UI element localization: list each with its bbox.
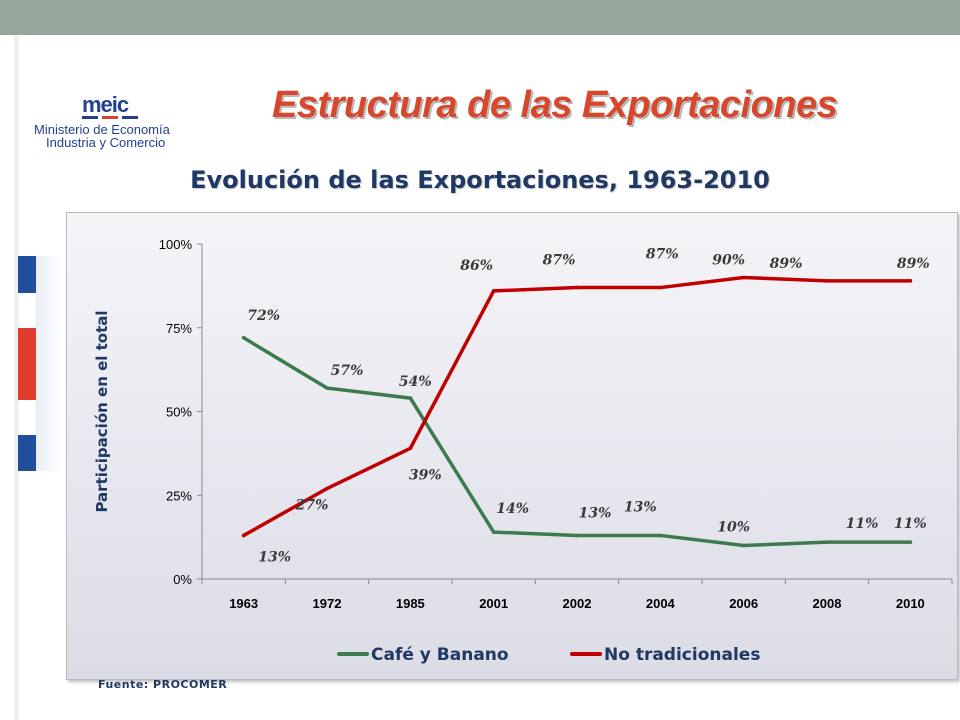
meic-logo: meic Ministerio de Economía Industria y …	[34, 92, 214, 152]
data-point	[241, 336, 246, 340]
x-tick-label: 1972	[313, 596, 342, 611]
flag-fade	[36, 256, 62, 471]
chart-data-labels: 72% 57% 54% 14% 13% 13% 10% 11% 11% 13% 27% 39% 86% 8…	[247, 247, 929, 566]
data-point	[325, 386, 329, 390]
x-tick-label: 1963	[229, 596, 258, 611]
data-label: 13%	[624, 499, 657, 515]
x-tick-label: 2006	[729, 596, 758, 611]
x-tick-label: 2010	[896, 596, 925, 611]
left-stripe	[14, 35, 19, 720]
x-tick-label: 2002	[563, 596, 592, 611]
data-point	[741, 275, 746, 280]
page-title: Estructura de las Exportaciones	[272, 84, 838, 126]
logo-ministry-line: Ministerio de Economía	[34, 122, 170, 137]
data-point	[408, 396, 413, 400]
data-point	[825, 279, 829, 283]
flag-red-stripe	[18, 328, 36, 400]
data-point	[575, 533, 579, 538]
series-line-no-tradicionales	[241, 275, 913, 538]
data-label: 54%	[399, 374, 432, 390]
x-tick-label: 1985	[396, 596, 425, 611]
legend-label: Café y Banano	[371, 645, 509, 665]
chart-lines	[241, 275, 913, 548]
data-label: 13%	[579, 505, 612, 521]
y-tick-label: 50%	[166, 405, 192, 420]
data-point	[908, 540, 913, 544]
y-tick-label: 100%	[159, 237, 193, 252]
data-point	[658, 285, 663, 290]
data-label: 57%	[331, 363, 364, 379]
x-tick-label: 2001	[479, 596, 508, 611]
data-label: 90%	[712, 253, 745, 269]
data-point	[491, 530, 496, 534]
chart-legend: Café y Banano No tradicionales	[337, 645, 760, 665]
data-label: 14%	[496, 501, 529, 517]
data-label: 13%	[258, 549, 291, 565]
data-label: 27%	[295, 498, 329, 514]
data-label: 10%	[717, 520, 750, 536]
data-label: 89%	[897, 256, 930, 272]
data-label: 87%	[646, 247, 679, 263]
data-point	[325, 486, 329, 491]
flag-blue-stripe-top	[18, 256, 36, 293]
chart-title: Evolución de las Exportaciones, 1963-201…	[190, 166, 770, 194]
data-point	[491, 289, 496, 293]
data-point	[408, 446, 413, 451]
data-label: 89%	[770, 256, 803, 272]
data-point	[825, 540, 829, 544]
data-point	[241, 533, 246, 538]
y-axis-title: Participación en el total	[93, 310, 111, 512]
data-label: 72%	[247, 308, 280, 324]
data-point	[741, 543, 746, 548]
chart-axes: 0% 25% 50% 75% 100% 1963 1972 1985 2001 2002 2004 2…	[93, 237, 953, 611]
legend-label: No tradicionales	[604, 645, 760, 665]
data-label: 87%	[543, 253, 576, 269]
source-note: Fuente: PROCOMER	[98, 678, 228, 691]
data-label: 39%	[409, 467, 442, 483]
line-chart: 0% 25% 50% 75% 100% 1963 1972 1985 2001 2002 2004 2…	[93, 237, 953, 665]
x-tick-label: 2008	[813, 596, 842, 611]
data-label: 86%	[460, 258, 493, 274]
x-tick-label: 2004	[646, 596, 676, 611]
data-label: 11%	[846, 516, 879, 532]
top-band	[0, 0, 960, 35]
data-point	[908, 279, 913, 283]
flag-blue-stripe-bottom	[18, 435, 36, 471]
chart-frame: 0% 25% 50% 75% 100% 1963 1972 1985 2001 2002 2004 2…	[66, 212, 958, 680]
logo-brand: meic	[82, 92, 129, 117]
y-tick-label: 75%	[166, 321, 192, 336]
logo-ministry-line-2: Industria y Comercio	[46, 135, 166, 150]
y-tick-label: 0%	[173, 572, 192, 587]
data-point	[575, 285, 579, 290]
y-tick-label: 25%	[166, 488, 192, 503]
data-point	[658, 533, 663, 538]
data-label: 11%	[894, 516, 927, 532]
